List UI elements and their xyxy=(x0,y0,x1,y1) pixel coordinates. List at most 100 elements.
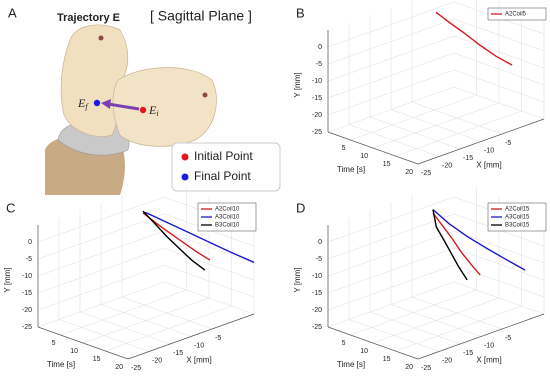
panel-a: Ef Ei A Trajectory E [ Sagittal Plane ] … xyxy=(8,5,281,195)
x-tick-label: -10 xyxy=(484,147,494,154)
marker-sub: f xyxy=(85,102,89,111)
panel-label: D xyxy=(296,200,305,215)
grid-line xyxy=(37,264,165,311)
axis-line xyxy=(37,326,129,360)
y-tick-label: 0 xyxy=(318,44,322,51)
marker-base: E xyxy=(77,96,86,110)
marker-sub: i xyxy=(156,109,158,118)
legend-label: A2Coil10 xyxy=(215,207,240,213)
grid-line xyxy=(453,52,545,86)
data-line xyxy=(432,209,468,281)
t-tick-label: 20 xyxy=(405,364,413,371)
grid-line xyxy=(327,18,455,65)
grid-line xyxy=(37,230,165,277)
landmark xyxy=(202,92,208,98)
legend-label: A2Coil5 xyxy=(505,12,527,18)
y-tick-label: -15 xyxy=(22,290,32,297)
legend-box xyxy=(487,7,547,21)
axis-line xyxy=(327,326,419,360)
plane-label: [ Sagittal Plane ] xyxy=(150,8,252,24)
grid-line xyxy=(327,35,455,82)
panel-title: Trajectory E xyxy=(57,12,120,24)
legend-label: B3Coil15 xyxy=(505,223,530,229)
grid-line xyxy=(453,247,545,281)
grid-line xyxy=(327,52,455,99)
legend-marker xyxy=(181,153,189,161)
x-tick-label: -20 xyxy=(442,357,452,364)
final-marker: Ef xyxy=(77,96,89,111)
axis-line xyxy=(327,131,419,165)
grid-line xyxy=(163,264,255,298)
grid-line xyxy=(58,319,150,352)
x-tick-label: -20 xyxy=(152,357,162,364)
x-tick-label: -10 xyxy=(194,342,204,349)
panel-label: C xyxy=(6,200,15,215)
axis-line xyxy=(417,313,545,360)
y-axis-label: Y [mm] xyxy=(293,267,302,292)
y-tick-label: -25 xyxy=(312,129,322,136)
y-tick-label: -10 xyxy=(22,273,32,280)
t-tick-label: 10 xyxy=(360,153,368,160)
grid-line xyxy=(163,281,255,315)
y-axis-label: Y [mm] xyxy=(293,72,302,97)
x-tick-label: -10 xyxy=(484,342,494,349)
grid-line xyxy=(327,1,455,48)
y-axis-label: Y [mm] xyxy=(3,267,12,292)
legend-box xyxy=(171,142,281,192)
t-tick-label: 15 xyxy=(93,356,101,363)
grid-line xyxy=(453,281,545,315)
grid-line xyxy=(79,311,171,345)
t-tick-label: 15 xyxy=(383,356,391,363)
chart: 0 -5 -10 -15 -20 -25 5 10 15 20 -25 -20 -15 -10 -5 Time… xyxy=(293,0,547,177)
axis-line xyxy=(417,118,545,165)
x-tick-label: -15 xyxy=(463,155,473,162)
x-tick-label: -5 xyxy=(505,140,511,147)
t-tick-label: 20 xyxy=(405,169,413,176)
grid-line xyxy=(37,196,165,243)
x-tick-label: -25 xyxy=(131,365,141,372)
data-line xyxy=(142,212,211,261)
legend-label: B3Coil10 xyxy=(215,223,240,229)
y-tick-label: -5 xyxy=(316,256,322,263)
panel-label: B xyxy=(296,5,305,20)
bone-condyle xyxy=(112,67,217,147)
y-tick-label: -25 xyxy=(312,324,322,331)
grid-line xyxy=(327,213,455,260)
y-tick-label: -10 xyxy=(312,78,322,85)
grid-line xyxy=(327,86,455,133)
t-tick-label: 15 xyxy=(383,161,391,168)
y-tick-label: -5 xyxy=(316,61,322,68)
legend-marker xyxy=(181,173,189,181)
t-tick-label: 20 xyxy=(115,364,123,371)
grid-line xyxy=(390,304,482,337)
grid-line xyxy=(37,213,165,260)
trajectory-arrow xyxy=(107,102,140,111)
grid-line xyxy=(327,281,455,328)
grid-line xyxy=(411,296,503,330)
t-tick-label: 10 xyxy=(360,348,368,355)
data-line xyxy=(432,212,481,276)
y-tick-label: 0 xyxy=(28,239,32,246)
x-axis-label: X [mm] xyxy=(476,356,501,365)
x-tick-label: -15 xyxy=(173,350,183,357)
final-point xyxy=(93,99,101,107)
t-tick-label: 5 xyxy=(52,340,56,347)
x-axis-label: X [mm] xyxy=(476,161,501,170)
time-axis-label: Time [s] xyxy=(47,360,75,369)
grid-line xyxy=(453,69,545,103)
grid-line xyxy=(348,124,440,157)
grid-line xyxy=(369,116,461,150)
x-tick-label: -25 xyxy=(421,365,431,372)
grid-line xyxy=(327,230,455,277)
t-tick-label: 5 xyxy=(342,145,346,152)
legend-label: A3Coil15 xyxy=(505,215,530,221)
grid-line xyxy=(327,69,455,116)
grid-line xyxy=(163,230,255,264)
y-tick-label: -10 xyxy=(312,273,322,280)
grid-line xyxy=(453,230,545,264)
chart: 0 -5 -10 -15 -20 -25 5 10 15 20 -25 -20 -15 -10 -5 Time… xyxy=(3,188,257,372)
x-tick-label: -25 xyxy=(421,170,431,177)
data-line xyxy=(432,209,526,271)
grid-line xyxy=(348,319,440,352)
grid-line xyxy=(37,281,165,328)
